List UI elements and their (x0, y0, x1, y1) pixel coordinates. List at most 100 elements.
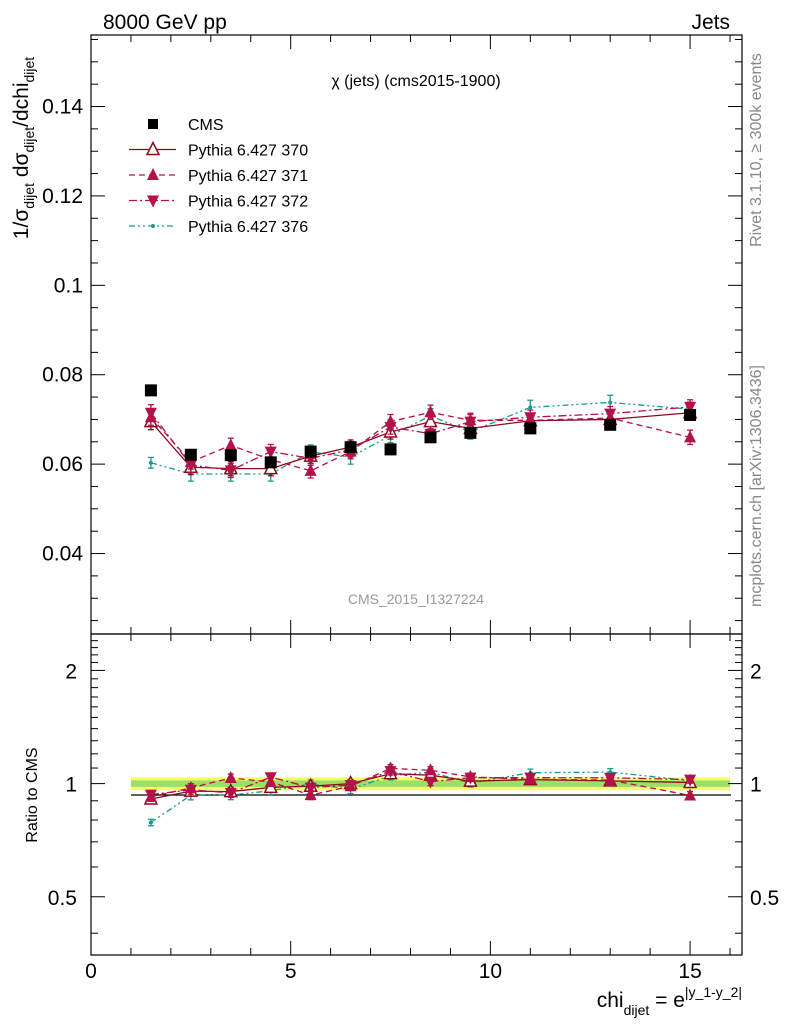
ratio-y-tick-labels: 0.5 0.5 1 1 2 2 (48, 660, 779, 909)
data-point (424, 776, 437, 789)
data-point (184, 784, 197, 797)
ratio-x-ticks (90, 634, 731, 955)
main-y-tick-labels: 0.04 0.06 0.08 0.1 0.12 0.14 (42, 96, 83, 566)
data-point (604, 408, 617, 421)
ratio-y-tick-label-right: 2 (750, 660, 762, 683)
y-tick-label: 0.06 (42, 453, 83, 476)
series-pythia-6-427-372 (144, 766, 697, 802)
data-point (144, 407, 157, 420)
ratio-frame (90, 633, 743, 956)
data-point (424, 763, 437, 776)
data-point (384, 443, 397, 456)
data-point (264, 446, 277, 459)
data-point (524, 422, 537, 435)
data-point (145, 140, 161, 156)
data-point (384, 422, 397, 435)
data-point (304, 445, 317, 458)
legend-label: CMS (188, 117, 224, 134)
ratio-y-tick-label-right: 0.5 (750, 887, 779, 910)
data-point (264, 772, 277, 785)
data-point (604, 418, 617, 431)
ratio-y-ticks (91, 640, 742, 934)
source-label: mcplots.cern.ch [arXiv:1306.3436] (748, 365, 765, 607)
header-left: 8000 GeV pp (103, 11, 227, 34)
watermark: CMS_2015_I1327224 (348, 591, 484, 607)
data-point (684, 408, 697, 421)
data-point (684, 401, 697, 414)
main-panel: 0.04 0.06 0.08 0.1 0.12 0.14 χ (jets) (cms201… (42, 34, 743, 635)
x-tick-labels: 0 5 10 15 (85, 960, 702, 983)
series-line (150, 770, 691, 796)
x-tick-label: 15 (678, 960, 701, 983)
data-point (344, 441, 357, 454)
main-x-ticks (90, 35, 731, 634)
header-right: Jets (691, 11, 730, 34)
ratio-panel: 0.5 0.5 1 1 2 2 0 5 10 15 (48, 633, 779, 983)
data-point (524, 412, 537, 425)
ratio-y-tick-label: 2 (65, 660, 77, 683)
data-point (148, 820, 153, 825)
data-point (384, 766, 397, 779)
data-point (304, 782, 317, 795)
data-point (344, 780, 357, 793)
data-point (144, 789, 157, 802)
data-point (184, 460, 197, 473)
rivet-label: Rivet 3.1.10, ≥ 300k events (748, 53, 765, 247)
data-point (528, 405, 533, 410)
data-point (424, 405, 437, 418)
data-point (151, 224, 155, 228)
legend-entry: CMS (148, 117, 224, 134)
legend-label: Pythia 6.427 376 (188, 219, 308, 236)
legend-entry: Pythia 6.427 372 (129, 194, 308, 211)
data-point (264, 456, 277, 469)
data-point (684, 774, 697, 787)
series-line (150, 406, 691, 472)
data-point (304, 463, 317, 476)
ratio-y-axis-label: Ratio to CMS (24, 747, 41, 842)
data-point (148, 119, 158, 129)
legend-label: Pythia 6.427 371 (188, 168, 308, 185)
data-point (608, 400, 613, 405)
y-tick-label: 0.04 (42, 543, 83, 566)
series-line (150, 767, 691, 798)
data-point (224, 438, 237, 451)
ratio-series (143, 761, 698, 827)
ratio-y-tick-label: 0.5 (48, 887, 77, 910)
main-series (143, 384, 698, 482)
y-tick-label: 0.14 (42, 96, 83, 119)
main-y-axis-label: 1/σdijet dσdijet/dchidijet (10, 57, 37, 239)
data-point (224, 787, 237, 800)
series-line (150, 411, 691, 472)
x-tick-label: 0 (85, 960, 97, 983)
data-point (224, 449, 237, 462)
legend-entry: Pythia 6.427 370 (129, 140, 308, 160)
data-point (464, 416, 477, 429)
x-tick-label: 10 (479, 960, 502, 983)
data-point (604, 772, 617, 785)
y-tick-label: 0.08 (42, 364, 83, 387)
data-point (224, 465, 237, 478)
series-pythia-6-427-372 (144, 399, 697, 479)
chart-title: χ (jets) (cms2015-1900) (331, 73, 500, 90)
x-tick-label: 5 (285, 960, 297, 983)
data-point (147, 168, 159, 180)
data-point (147, 195, 159, 208)
legend-label: Pythia 6.427 370 (188, 143, 308, 160)
data-point (424, 431, 437, 444)
data-point (524, 772, 537, 785)
series-cms (144, 384, 697, 469)
series-pythia-6-427-370 (143, 404, 698, 477)
y-tick-label: 0.1 (54, 274, 83, 297)
data-point (148, 460, 153, 465)
series-line (150, 412, 691, 470)
series-line (150, 771, 691, 824)
ratio-y-tick-label-right: 1 (750, 774, 762, 797)
y-tick-label: 0.12 (42, 185, 83, 208)
data-point (224, 770, 237, 783)
data-point (464, 426, 477, 439)
x-axis-label: chidijet = e|y_1-y_2| (597, 984, 742, 1018)
legend: CMS Pythia 6.427 370 Pythia 6.427 371 Pythi… (129, 117, 308, 236)
legend-label: Pythia 6.427 372 (188, 194, 308, 211)
main-y-ticks (91, 38, 742, 622)
